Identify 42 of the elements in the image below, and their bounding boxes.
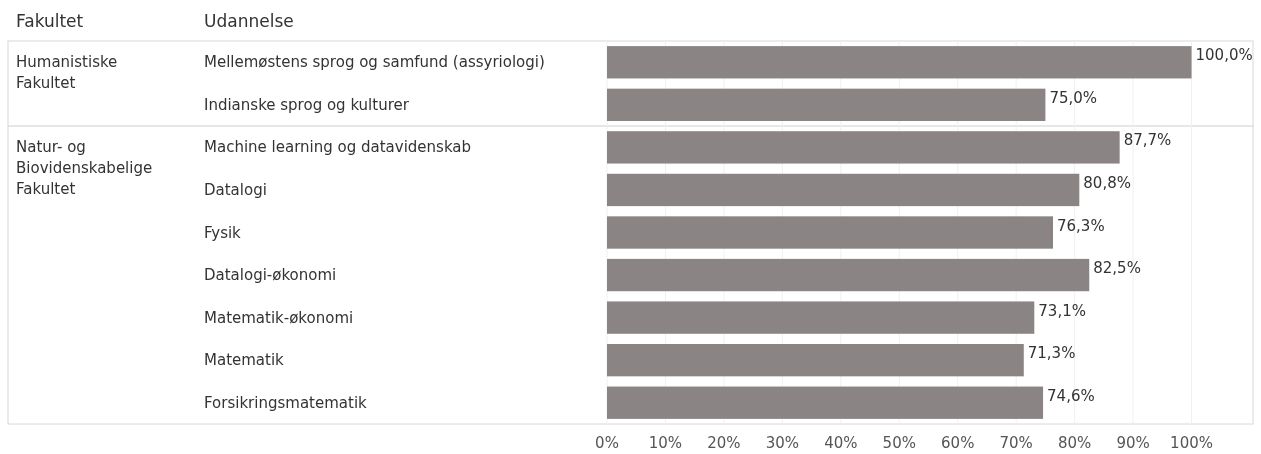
x-tick-label: 60% [941, 434, 975, 452]
bar [607, 88, 1046, 121]
x-tick-label: 80% [1057, 434, 1092, 452]
bar [607, 386, 1044, 419]
y-tick-label: Indianske sprog og kulturer [204, 95, 410, 114]
data-label: 80,8% [1083, 173, 1131, 192]
x-tick-label: 20% [707, 434, 741, 452]
y-tick-label: Fysik [204, 223, 242, 242]
y-tick-label: Datalogi-økonomi [204, 266, 337, 285]
data-label: 100,0% [1195, 46, 1253, 65]
data-label: 82,5% [1093, 259, 1141, 278]
band-label: Humanistiske Fakultet [16, 53, 118, 93]
y-tick-label: Matematik-økonomi [204, 308, 354, 327]
data-label: 74,6% [1047, 386, 1095, 405]
data-label: 87,7% [1123, 131, 1172, 150]
data-label: 75,0% [1049, 88, 1098, 107]
data-label: 76,3% [1057, 216, 1105, 235]
x-tick-label: 30% [765, 434, 800, 452]
y-tick-label: Datalogi [204, 180, 267, 199]
bar [607, 301, 1035, 334]
text: Fakultet [16, 11, 84, 31]
bar [607, 131, 1120, 164]
data-label: 73,1% [1038, 301, 1086, 320]
x-tick-label: 90% [1116, 434, 1150, 452]
data-label: 71,3% [1027, 344, 1076, 363]
x-tick-label: 100% [1170, 434, 1213, 452]
bar [607, 216, 1054, 249]
y-tick-label: Machine learning og datavidenskab [204, 138, 472, 157]
bar [607, 344, 1024, 377]
bar [607, 258, 1090, 292]
y-tick-label: Mellemøstens sprog og samfund (assyriologi) [204, 53, 545, 72]
y-tick-label: Matematik [204, 351, 285, 370]
bar [607, 173, 1080, 207]
x-tick-label: 50% [882, 434, 916, 452]
y-axis-title: Udannelse [204, 11, 294, 31]
bar [607, 46, 1192, 79]
y-tick-label: Forsikringsmatematik [204, 393, 368, 412]
band-label: Natur- og Biovidenskabelige Fakultet [16, 138, 153, 199]
x-tick-label: 40% [824, 434, 858, 452]
x-tick-label: 10% [648, 434, 683, 452]
x-tick-label: 0% [595, 434, 619, 452]
x-tick-label: 70% [999, 434, 1033, 452]
